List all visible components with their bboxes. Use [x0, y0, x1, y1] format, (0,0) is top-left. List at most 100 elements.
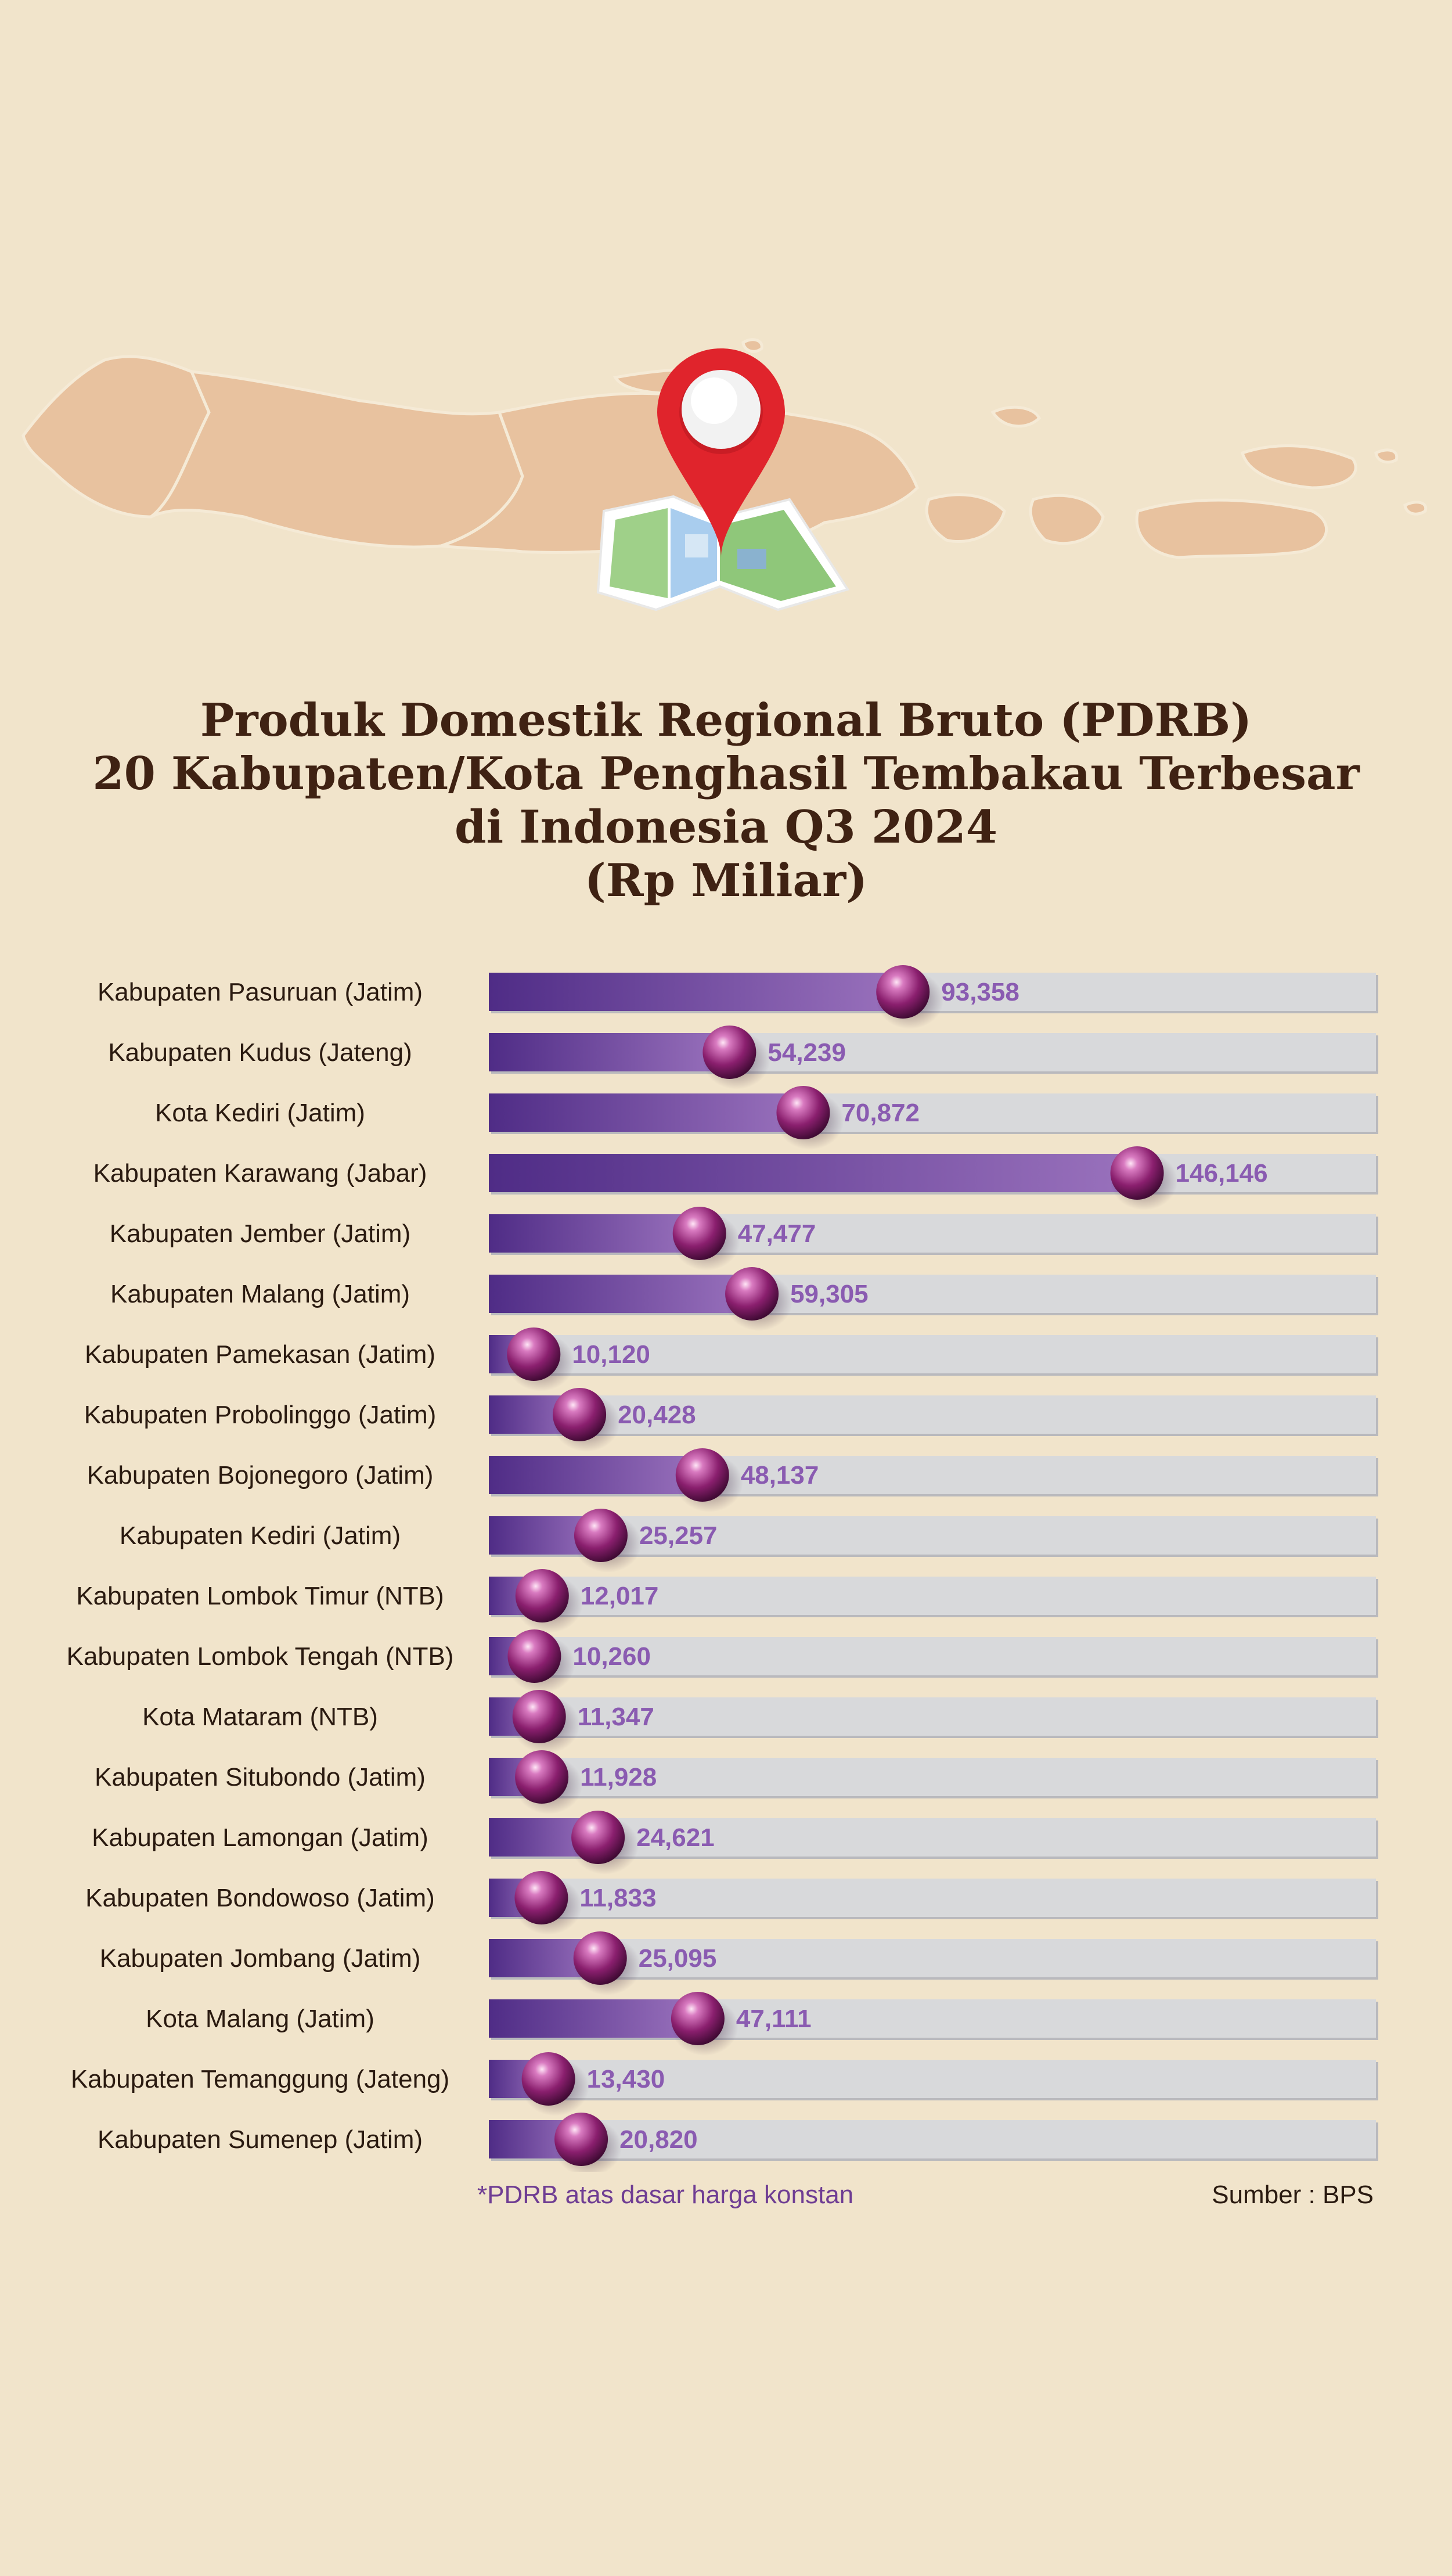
category-label: Kota Malang (Jatim) — [146, 2005, 374, 2033]
bar-track — [489, 1335, 1376, 1373]
value-label: 54,239 — [768, 1038, 846, 1067]
category-label: Kota Kediri (Jatim) — [155, 1099, 365, 1127]
value-marker — [515, 1569, 569, 1622]
category-label: Kabupaten Kediri (Jatim) — [120, 1521, 401, 1550]
category-label: Kabupaten Sumenep (Jatim) — [98, 2125, 423, 2154]
category-label: Kabupaten Pamekasan (Jatim) — [85, 1340, 435, 1369]
map-region-central-java — [150, 370, 524, 549]
value-marker — [553, 1388, 607, 1441]
bar-row: Kota Malang (Jatim) 47,111 — [146, 1992, 1378, 2056]
value-marker — [776, 1086, 830, 1139]
value-marker — [515, 1750, 569, 1804]
value-label: 47,477 — [738, 1219, 816, 1248]
bar-track — [489, 1637, 1376, 1675]
footnote: *PDRB atas dasar harga konstan — [477, 2181, 854, 2209]
bar — [489, 1275, 752, 1313]
bar-row: Kabupaten Probolinggo (Jatim) 20,428 — [84, 1388, 1378, 1452]
category-label: Kabupaten Lombok Timur (NTB) — [76, 1582, 444, 1610]
bar-row: Kabupaten Bojonegoro (Jatim) 48,137 — [87, 1448, 1378, 1512]
value-marker — [574, 1509, 628, 1562]
bar-chart: Kabupaten Pasuruan (Jatim) 93,358Kabupate… — [67, 965, 1378, 2172]
chart-title: Produk Domestik Regional Bruto (PDRB) 20… — [0, 694, 1452, 908]
value-label: 10,260 — [572, 1642, 651, 1671]
bar — [489, 973, 903, 1011]
value-marker — [571, 1811, 625, 1864]
bar-row: Kabupaten Pasuruan (Jatim) 93,358 — [98, 965, 1378, 1029]
value-label: 93,358 — [941, 978, 1019, 1006]
bar-row: Kota Kediri (Jatim) 70,872 — [155, 1086, 1378, 1150]
value-marker — [514, 1871, 568, 1924]
bar-row: Kabupaten Malang (Jatim) 59,305 — [110, 1267, 1378, 1331]
value-marker — [521, 2052, 575, 2106]
value-label: 20,820 — [619, 2125, 698, 2154]
map-region-sumbawa — [1135, 498, 1328, 559]
map-region-bali — [925, 493, 1006, 544]
bar-track — [489, 1879, 1376, 1917]
source-credit: Sumber : BPS — [1212, 2181, 1374, 2209]
category-label: Kabupaten Probolinggo (Jatim) — [84, 1401, 437, 1429]
bar-track — [489, 1758, 1376, 1796]
value-marker — [675, 1448, 729, 1502]
value-marker — [507, 1629, 561, 1683]
title-line-2: 20 Kabupaten/Kota Penghasil Tembakau Ter… — [92, 747, 1360, 800]
category-label: Kota Mataram (NTB) — [142, 1703, 378, 1731]
value-label: 25,095 — [639, 1944, 717, 1973]
map-region-small-island-3 — [1374, 448, 1399, 464]
value-label: 48,137 — [741, 1461, 819, 1490]
value-marker — [876, 965, 930, 1019]
category-label: Kabupaten Karawang (Jabar) — [93, 1159, 427, 1188]
value-label: 11,928 — [580, 1763, 657, 1791]
title-line-1: Produk Domestik Regional Bruto (PDRB) — [200, 694, 1252, 747]
bar-row: Kabupaten Lombok Timur (NTB) 12,017 — [76, 1569, 1378, 1633]
value-marker — [554, 2113, 608, 2166]
bar-track — [489, 1395, 1376, 1434]
category-label: Kabupaten Temanggung (Jateng) — [71, 2065, 449, 2093]
bar-row: Kabupaten Situbondo (Jatim) 11,928 — [95, 1750, 1378, 1814]
bar-track — [489, 1697, 1376, 1736]
value-label: 47,111 — [736, 2005, 812, 2033]
value-marker — [512, 1690, 566, 1743]
map-region-sumbawa-east — [1240, 444, 1357, 490]
bar-track — [489, 2060, 1376, 2098]
bar-row: Kabupaten Karawang (Jabar) 146,146 — [93, 1146, 1378, 1210]
value-label: 12,017 — [581, 1582, 659, 1610]
folded-map-icon — [596, 495, 850, 611]
value-label: 70,872 — [841, 1099, 920, 1127]
map-region-small-island-2 — [741, 338, 763, 353]
value-marker — [702, 1026, 756, 1079]
value-label: 11,833 — [579, 1884, 656, 1912]
category-label: Kabupaten Jombang (Jatim) — [100, 1944, 421, 1973]
value-label: 25,257 — [639, 1521, 718, 1550]
value-marker — [725, 1267, 779, 1321]
value-marker — [672, 1207, 726, 1260]
bar-row: Kota Mataram (NTB) 11,347 — [142, 1690, 1378, 1754]
category-label: Kabupaten Bojonegoro (Jatim) — [87, 1461, 434, 1490]
map-region-small-island-1 — [990, 405, 1042, 428]
bar-row: Kabupaten Jember (Jatim) 47,477 — [110, 1207, 1378, 1271]
map-region-lombok — [1029, 494, 1105, 545]
value-marker — [1110, 1146, 1164, 1200]
bar — [489, 1456, 702, 1494]
bar-row: Kabupaten Temanggung (Jateng) 13,430 — [71, 2052, 1378, 2116]
category-label: Kabupaten Kudus (Jateng) — [108, 1038, 412, 1067]
bar — [489, 1093, 804, 1132]
bar — [489, 1154, 1137, 1192]
value-label: 10,120 — [572, 1340, 650, 1369]
value-label: 11,347 — [578, 1703, 654, 1731]
value-label: 146,146 — [1176, 1159, 1268, 1188]
value-marker — [507, 1327, 561, 1381]
value-marker — [573, 1931, 627, 1985]
map-region-small-island-4 — [1403, 501, 1428, 516]
bar-track — [489, 2120, 1376, 2158]
value-label: 13,430 — [587, 2065, 665, 2093]
map-pin-icon — [657, 348, 785, 557]
category-label: Kabupaten Situbondo (Jatim) — [95, 1763, 426, 1791]
value-label: 20,428 — [618, 1401, 696, 1429]
bar-row: Kabupaten Bondowoso (Jatim) 11,833 — [85, 1871, 1378, 1935]
bar-row: Kabupaten Pamekasan (Jatim) 10,120 — [85, 1327, 1378, 1391]
value-label: 59,305 — [790, 1280, 869, 1308]
category-label: Kabupaten Lombok Tengah (NTB) — [67, 1642, 454, 1671]
category-label: Kabupaten Bondowoso (Jatim) — [85, 1884, 435, 1912]
value-marker — [671, 1992, 725, 2045]
category-label: Kabupaten Pasuruan (Jatim) — [98, 978, 423, 1006]
